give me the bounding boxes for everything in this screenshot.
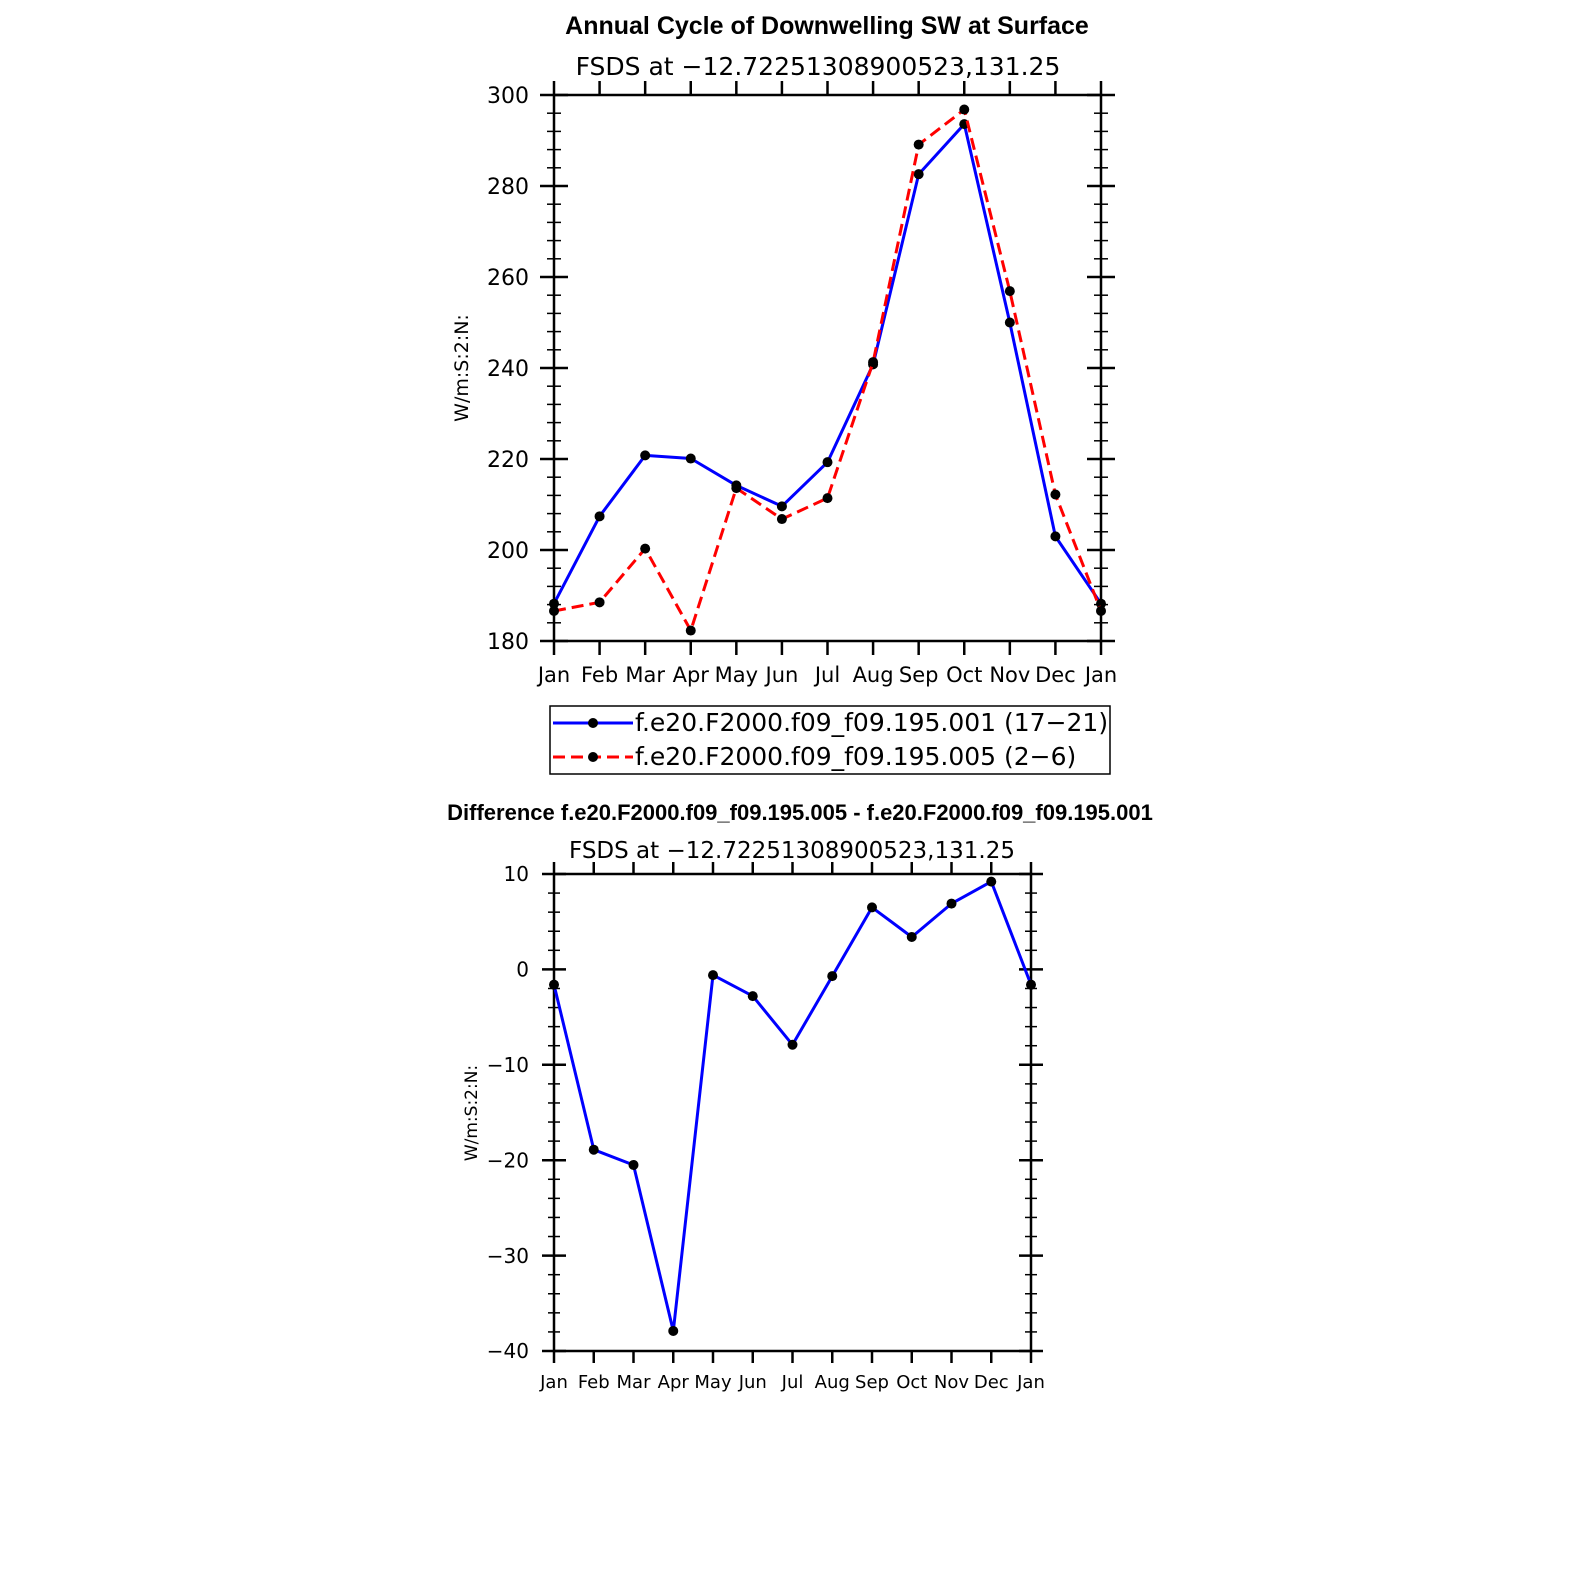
y-tick-label: 300 — [487, 84, 529, 109]
y-tick-label: 10 — [504, 862, 529, 886]
data-point — [1096, 605, 1106, 616]
data-point — [685, 625, 696, 636]
legend-label-series-1: f.e20.F2000.f09_f09.195.001 (17−21) — [635, 708, 1108, 737]
data-point — [1004, 317, 1015, 328]
axes-frame: Jan Feb Mar Apr May Jun Jul Aug Sep Oct Nov Dec Jan−… — [487, 862, 1045, 1393]
legend-box — [549, 705, 1111, 775]
data-point — [549, 979, 559, 990]
data-point — [776, 514, 787, 525]
data-point — [685, 453, 696, 464]
series-line-1 — [552, 880, 1033, 1333]
data-point — [787, 1039, 798, 1050]
x-tick-label: Aug — [853, 663, 894, 687]
data-point — [913, 169, 924, 180]
data-point — [747, 991, 758, 1002]
data-point — [594, 511, 605, 522]
x-tick-label: Jan — [1083, 663, 1117, 687]
x-tick-label: Jul — [781, 1372, 804, 1393]
x-tick-label: Jan — [536, 663, 570, 687]
y-tick-label: −10 — [487, 1053, 529, 1077]
x-tick-label: Dec — [1035, 663, 1076, 687]
x-tick-label: Jan — [539, 1372, 568, 1393]
x-tick-label: Jun — [764, 663, 799, 687]
chart-title: Annual Cycle of Downwelling SW at Surfac… — [565, 12, 1089, 40]
x-tick-label: Jan — [1016, 1372, 1045, 1393]
x-tick-label: Sep — [855, 1372, 889, 1393]
y-axis-label: W/m:S:2:N: — [462, 1065, 482, 1161]
data-point — [867, 902, 877, 913]
y-tick-label: 200 — [487, 539, 529, 564]
y-tick-label: 280 — [487, 175, 529, 200]
y-tick-label: −30 — [487, 1244, 529, 1268]
data-point — [588, 1144, 599, 1155]
x-tick-label: Mar — [625, 663, 665, 687]
x-tick-label: May — [694, 1372, 732, 1393]
data-point — [1096, 598, 1106, 609]
y-tick-label: 220 — [487, 448, 529, 473]
plot-frame — [552, 872, 1033, 1353]
chart-title: Difference f.e20.F2000.f09_f09.195.005 -… — [447, 800, 1153, 825]
legend-marker-series-1 — [588, 718, 598, 728]
data-point — [708, 970, 718, 981]
data-point — [1004, 286, 1015, 297]
x-tick-label: Jun — [738, 1372, 767, 1393]
data-point — [731, 483, 742, 494]
data-point — [822, 493, 833, 504]
difference-chart: Difference f.e20.F2000.f09_f09.195.005 -… — [447, 800, 1153, 1393]
x-tick-label: Dec — [974, 1372, 1009, 1393]
x-tick-label: Feb — [578, 1372, 610, 1393]
data-point — [549, 605, 559, 616]
data-point — [640, 450, 651, 461]
y-tick-label: −20 — [487, 1148, 529, 1172]
y-axis-label: W/m:S:2:N: — [451, 314, 473, 422]
data-point — [959, 104, 970, 115]
data-point — [986, 876, 997, 887]
x-tick-label: May — [715, 663, 758, 687]
data-point — [594, 597, 605, 608]
x-tick-label: Jul — [813, 663, 840, 687]
x-tick-label: Oct — [946, 663, 982, 687]
axes-frame: Jan Feb Mar Apr May Jun Jul Aug Sep Oct Nov Dec Jan 1… — [487, 81, 1117, 687]
data-point — [868, 357, 879, 368]
y-tick-label: 0 — [516, 958, 529, 982]
y-tick-label: −40 — [487, 1339, 529, 1363]
chart-subtitle: FSDS at −12.72251308900523,131.25 — [569, 838, 1015, 864]
x-tick-label: Feb — [581, 663, 618, 687]
data-point — [628, 1159, 639, 1170]
y-tick-label: 180 — [487, 630, 529, 655]
series-line-1 — [552, 122, 1103, 605]
data-point — [827, 971, 838, 982]
data-point — [776, 501, 787, 512]
data-point — [1026, 979, 1036, 990]
legend: f.e20.F2000.f09_f09.195.001 (17−21) f.e2… — [549, 705, 1111, 775]
x-tick-label: Nov — [989, 663, 1030, 687]
data-point — [549, 598, 559, 609]
data-point — [913, 139, 924, 150]
x-tick-label: Apr — [673, 663, 710, 687]
data-point — [906, 931, 917, 942]
legend-marker-series-2 — [588, 752, 598, 762]
data-point — [668, 1325, 679, 1336]
chart-subtitle: FSDS at −12.72251308900523,131.25 — [576, 52, 1061, 81]
x-tick-label: Oct — [896, 1372, 927, 1393]
x-tick-label: Sep — [899, 663, 939, 687]
data-point — [640, 543, 651, 554]
data-point — [822, 457, 833, 468]
legend-label-series-2: f.e20.F2000.f09_f09.195.005 (2−6) — [635, 742, 1076, 771]
data-point — [1050, 531, 1061, 542]
annual-cycle-chart: Annual Cycle of Downwelling SW at Surfac… — [451, 12, 1117, 775]
x-tick-label: Aug — [815, 1372, 850, 1393]
x-tick-label: Mar — [617, 1372, 652, 1393]
data-point — [946, 898, 957, 909]
x-tick-label: Nov — [934, 1372, 969, 1393]
data-point — [1050, 489, 1061, 500]
y-tick-label: 240 — [487, 357, 529, 382]
x-tick-label: Apr — [658, 1372, 690, 1393]
y-tick-label: 260 — [487, 266, 529, 291]
